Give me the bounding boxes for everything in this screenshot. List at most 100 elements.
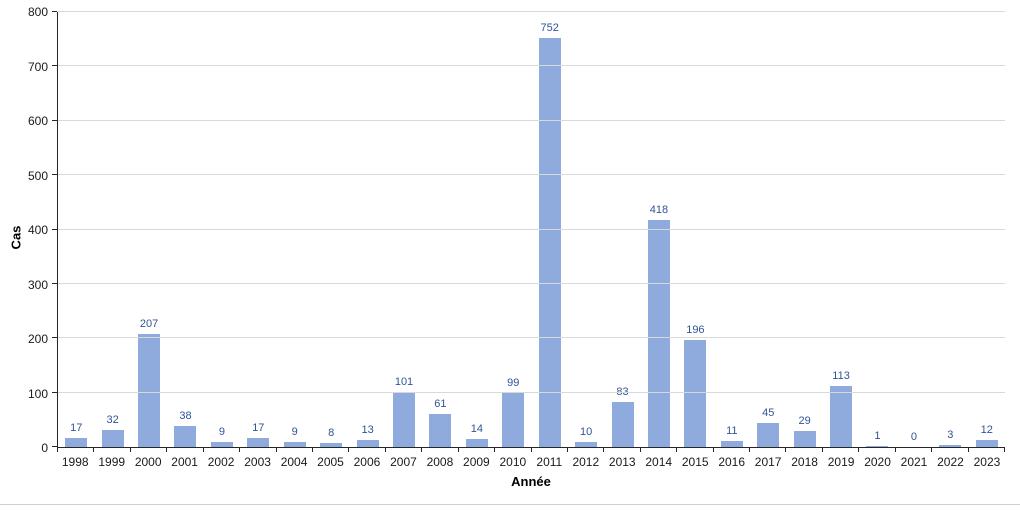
x-tick-label: 2007: [390, 455, 417, 469]
x-tick-label: 2011: [536, 455, 563, 469]
x-tick-label: 2022: [937, 455, 964, 469]
bar-value-label: 29: [798, 415, 811, 428]
x-axis-tick: [967, 447, 969, 452]
bar: [975, 440, 998, 447]
y-axis-tick: [52, 391, 57, 393]
bar: [247, 437, 270, 447]
y-tick-label: 100: [27, 386, 48, 401]
y-tick-label: 300: [27, 277, 48, 292]
bar: [465, 439, 488, 447]
x-tick-label: 2006: [353, 455, 381, 469]
bar: [793, 431, 816, 447]
y-tick-label: 0: [41, 441, 48, 455]
bar-value-label: 17: [252, 421, 265, 434]
x-axis-tick: [311, 447, 313, 452]
bar-value-label: 113: [832, 369, 850, 382]
bar-slot: 418: [641, 12, 677, 447]
x-tick-label: 2014: [645, 455, 673, 469]
bar-value-label: 207: [139, 318, 159, 331]
bar-slot: 13: [349, 12, 385, 447]
x-axis-tick: [129, 447, 131, 452]
bar-slot: 9: [204, 12, 240, 447]
y-axis-tick: [52, 337, 57, 339]
bars-container: 17 32 207 38 9 17 9 8 13 101 61 14 99 752 10 83 418 196 11…: [58, 12, 1005, 447]
bar-value-label: 61: [434, 397, 447, 410]
bar-slot: 83: [604, 12, 640, 447]
x-axis-tick: [348, 447, 350, 452]
x-axis-tick: [639, 447, 641, 452]
bar: [320, 442, 343, 447]
x-axis-tick: [712, 447, 714, 452]
x-tick-label: 1998: [61, 455, 89, 469]
y-axis-tick: [52, 119, 57, 121]
x-axis-tick: [166, 447, 168, 452]
bar-slot: 3: [932, 12, 968, 447]
x-axis-tick: [57, 447, 58, 452]
x-tick-label: 2012: [572, 455, 600, 469]
bar-slot: 38: [167, 12, 203, 447]
bar-value-label: 101: [394, 376, 414, 389]
y-axis-labels: 0 100 200 300 400 500 600 700 800: [0, 6, 48, 455]
x-tick-label: 2020: [864, 455, 891, 469]
x-tick-label: 2023: [973, 455, 1001, 469]
x-axis-tick: [858, 447, 860, 452]
gridline: [58, 119, 1005, 121]
bar-slot: 12: [969, 12, 1005, 447]
x-tick-label: 2021: [900, 455, 928, 469]
bar-value-label: 9: [218, 426, 225, 439]
x-tick-label: 2001: [171, 455, 198, 469]
gridline: [58, 337, 1005, 339]
y-tick-label: 500: [27, 168, 48, 183]
bar-value-label: 1: [874, 430, 881, 443]
x-tick-label: 1999: [98, 455, 126, 469]
bottom-divider: [0, 504, 1020, 505]
bar-value-label: 12: [980, 424, 993, 437]
bar-slot: 29: [786, 12, 822, 447]
bar-slot: 9: [277, 12, 313, 447]
bar: [502, 393, 525, 447]
bar-slot: 0: [896, 12, 932, 447]
bar: [210, 442, 233, 447]
y-axis-tick: [52, 174, 57, 176]
bar-value-label: 418: [649, 203, 669, 216]
x-tick-label: 2010: [499, 455, 527, 469]
bar: [356, 439, 379, 447]
bar: [101, 429, 124, 447]
gridline: [58, 174, 1005, 176]
x-axis-tick: [566, 447, 568, 452]
x-tick-label: 2016: [718, 455, 746, 469]
bar-slot: 14: [459, 12, 495, 447]
bar-slot: 10: [568, 12, 604, 447]
x-axis-tick: [931, 447, 933, 452]
y-axis-tick: [52, 282, 57, 284]
bar: [283, 442, 306, 447]
bar-slot: 752: [531, 12, 567, 447]
y-axis-tick: [52, 11, 57, 12]
bar-slot: 32: [94, 12, 130, 447]
bar-value-label: 13: [361, 423, 374, 436]
bar-slot: 8: [313, 12, 349, 447]
plot-area: 17 32 207 38 9 17 9 8 13 101 61 14 99 752 10 83 418 196 11…: [52, 11, 1005, 452]
bar-slot: 113: [823, 12, 859, 447]
bar-value-label: 752: [540, 22, 559, 35]
bar-value-label: 38: [179, 410, 192, 423]
bar: [138, 334, 161, 447]
bar-value-label: 0: [910, 431, 917, 443]
bar-slot: 45: [750, 12, 786, 447]
y-tick-label: 700: [27, 59, 48, 74]
x-axis-tick: [239, 447, 241, 452]
bar: [575, 441, 598, 447]
bar-value-label: 9: [291, 426, 298, 439]
bar: [866, 446, 889, 447]
bar-value-label: 45: [762, 406, 775, 419]
bar-value-label: 10: [579, 425, 593, 438]
y-axis-tick: [52, 65, 57, 67]
bar-value-label: 3: [947, 429, 954, 442]
x-axis-tick: [894, 447, 896, 452]
bar: [393, 392, 415, 447]
bar-value-label: 17: [70, 421, 83, 434]
bar-value-label: 32: [106, 413, 119, 426]
bar: [538, 38, 561, 447]
x-axis-tick: [275, 447, 277, 452]
